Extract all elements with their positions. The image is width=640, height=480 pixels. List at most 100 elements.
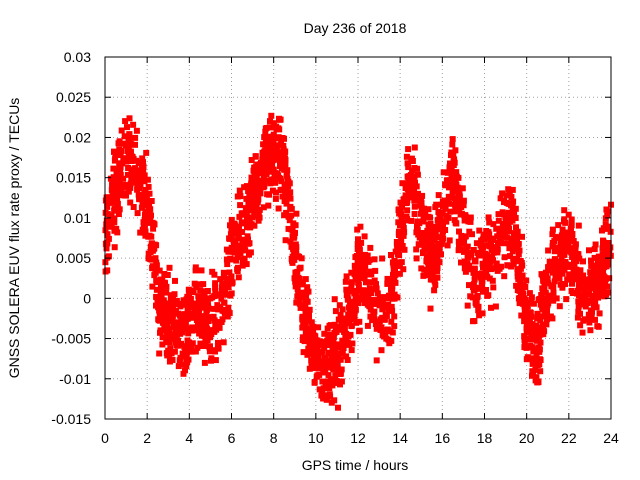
- y-axis-label: GNSS SOLERA EUV flux rate proxy / TECUs: [6, 98, 22, 379]
- data-point: [431, 278, 438, 285]
- data-point: [179, 329, 186, 336]
- data-point: [514, 228, 521, 235]
- data-point: [442, 181, 449, 188]
- data-point: [444, 169, 451, 176]
- data-point: [120, 175, 127, 182]
- data-point: [270, 166, 277, 173]
- data-point: [485, 292, 492, 299]
- data-point: [376, 295, 383, 302]
- data-point: [425, 259, 431, 265]
- data-point: [245, 200, 252, 207]
- data-point: [533, 352, 540, 359]
- data-point: [467, 218, 474, 225]
- data-point: [178, 340, 184, 347]
- data-point: [605, 240, 612, 246]
- data-point: [488, 304, 494, 311]
- data-point: [117, 172, 124, 178]
- data-point: [419, 192, 426, 199]
- data-point: [284, 175, 291, 182]
- data-point: [523, 307, 530, 314]
- data-point: [285, 225, 292, 232]
- data-point: [211, 317, 218, 324]
- data-point: [404, 207, 411, 214]
- data-point: [244, 224, 250, 231]
- data-point: [172, 277, 178, 284]
- data-point: [260, 204, 267, 211]
- data-point: [557, 262, 564, 269]
- data-point: [513, 224, 519, 231]
- data-point: [235, 225, 242, 232]
- data-point: [293, 210, 300, 217]
- data-point: [246, 240, 253, 247]
- data-point: [394, 262, 401, 269]
- data-point: [452, 207, 459, 214]
- data-point: [493, 260, 500, 267]
- data-point: [416, 241, 423, 248]
- data-point: [494, 246, 501, 253]
- data-point: [252, 164, 259, 171]
- data-point: [446, 237, 453, 244]
- data-point: [408, 157, 415, 164]
- y-tick-label: 0.02: [64, 129, 91, 145]
- data-point: [577, 310, 583, 317]
- data-point: [184, 293, 191, 300]
- data-point: [299, 324, 306, 331]
- data-point: [343, 335, 350, 341]
- data-point: [303, 289, 310, 296]
- data-point: [349, 340, 356, 347]
- data-point: [275, 205, 282, 212]
- data-point: [118, 127, 125, 134]
- data-point: [577, 267, 584, 274]
- data-point: [141, 172, 148, 179]
- data-point: [354, 241, 361, 247]
- data-point: [150, 220, 157, 227]
- data-point: [551, 256, 558, 263]
- data-point: [536, 324, 543, 331]
- data-point: [121, 133, 128, 140]
- data-point: [449, 174, 456, 181]
- x-tick-label: 6: [228, 430, 236, 446]
- data-point: [171, 348, 178, 355]
- data-point: [232, 222, 239, 229]
- data-point: [427, 242, 434, 249]
- data-point: [397, 222, 403, 229]
- data-point: [398, 238, 405, 245]
- data-point: [269, 160, 276, 167]
- x-tick-label: 8: [270, 430, 278, 446]
- data-point: [592, 267, 599, 274]
- data-point: [455, 198, 462, 204]
- data-point: [476, 312, 483, 319]
- data-point: [181, 311, 188, 318]
- data-point: [179, 361, 186, 368]
- data-point: [177, 303, 184, 310]
- data-point: [197, 314, 204, 321]
- data-point: [569, 245, 576, 252]
- data-point: [334, 341, 341, 348]
- data-point: [292, 283, 299, 290]
- data-point: [483, 287, 489, 293]
- y-tick-label: 0.03: [64, 49, 91, 65]
- data-point: [305, 327, 312, 334]
- data-point: [108, 186, 115, 193]
- data-point: [440, 235, 447, 242]
- data-point: [324, 325, 331, 332]
- data-point: [431, 287, 438, 294]
- data-point: [372, 267, 379, 274]
- data-point: [189, 340, 196, 347]
- data-point: [244, 233, 251, 240]
- data-point: [411, 144, 418, 151]
- data-point: [260, 173, 267, 180]
- data-point: [436, 241, 443, 248]
- data-point: [283, 170, 290, 177]
- data-point: [464, 243, 471, 250]
- data-point: [161, 305, 168, 312]
- data-point: [188, 300, 195, 307]
- data-point: [423, 236, 430, 243]
- data-point: [416, 220, 423, 227]
- data-point: [400, 222, 407, 228]
- data-point: [354, 259, 361, 266]
- data-point: [555, 258, 562, 265]
- data-point: [226, 310, 233, 317]
- data-point: [398, 259, 405, 266]
- data-point: [447, 208, 454, 215]
